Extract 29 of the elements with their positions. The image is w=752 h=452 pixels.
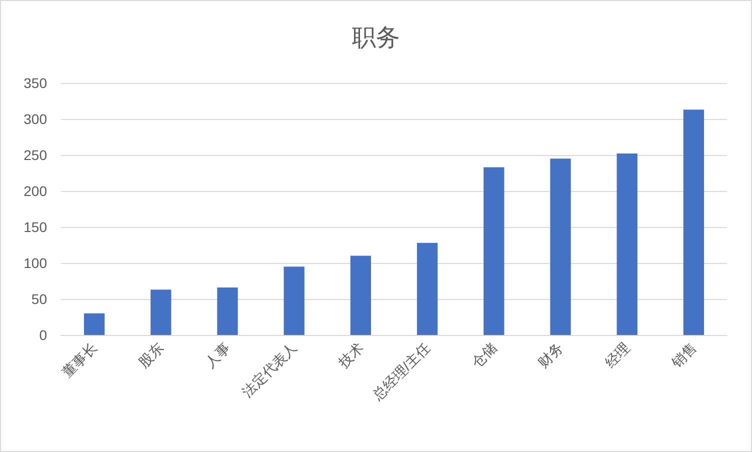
x-tick-label: 法定代表人 [238,339,300,400]
y-tick-label: 50 [31,291,48,307]
x-tick-label: 财务 [535,339,566,370]
bar [416,242,438,335]
x-tick-label: 总经理/主任 [368,339,433,404]
bar [683,110,704,335]
bar [284,266,304,335]
x-tick-label: 人事 [202,339,234,370]
x-tick-label: 仓储 [468,339,500,370]
y-tick-label: 250 [24,147,48,163]
y-tick-label: 150 [24,219,48,235]
chart-title: 职务 [352,24,400,52]
y-tick-label: 300 [24,111,48,127]
y-tick-label: 200 [24,183,48,199]
x-tick-label: 经理 [602,339,633,370]
y-tick-label: 100 [24,255,48,271]
x-tick-label: 技术 [334,339,366,372]
x-tick-label: 销售 [668,339,700,372]
bar [84,313,105,335]
x-tick-label: 董事长 [58,339,100,380]
bar [217,287,238,335]
y-tick-label: 350 [24,75,48,91]
bar [150,290,172,335]
bar [484,167,504,335]
bar [350,256,372,335]
bar [616,154,638,335]
x-tick-label: 股东 [135,339,167,370]
bar [550,158,571,335]
y-tick-label: 0 [39,327,48,343]
